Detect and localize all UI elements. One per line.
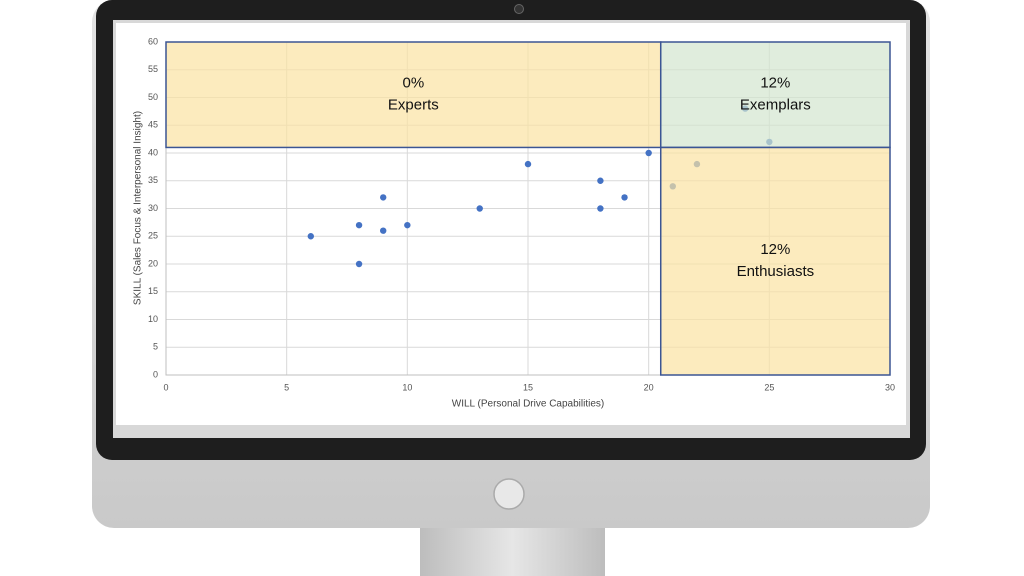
y-tick-label: 0 [153, 369, 158, 379]
data-point [380, 194, 387, 201]
quadrant [659, 146, 891, 376]
data-point [621, 194, 628, 201]
quadrant-share: 12% [760, 75, 790, 92]
y-axis-title: SKILL (Sales Focus & Interpersonal Insig… [133, 111, 144, 305]
x-tick-label: 25 [764, 382, 774, 392]
y-tick-label: 25 [148, 231, 158, 241]
quadrant-share: 0% [403, 75, 425, 92]
x-tick-label: 15 [523, 382, 533, 392]
monitor-stand [420, 520, 605, 576]
chart: WILL (Personal Drive Capabilities) SKILL… [133, 36, 895, 409]
y-tick-label: 50 [148, 92, 158, 102]
x-tick-label: 5 [284, 382, 289, 392]
x-tick-label: 0 [163, 382, 168, 392]
power-button [493, 478, 525, 510]
y-tick-label: 5 [153, 342, 158, 352]
data-point [380, 227, 387, 234]
data-point [404, 221, 411, 229]
y-tick-label: 45 [148, 120, 158, 130]
data-point [307, 233, 314, 240]
data-point [597, 205, 604, 212]
quadrant-share: 12% [760, 241, 790, 258]
x-tick-label: 10 [402, 382, 412, 392]
x-tick-label: 20 [644, 382, 654, 392]
quadrant-name: Enthusiasts [737, 263, 815, 280]
data-point [597, 177, 604, 184]
y-tick-label: 20 [148, 258, 158, 268]
data-point [476, 205, 483, 212]
y-tick-label: 40 [148, 147, 158, 157]
data-point [524, 160, 532, 168]
y-tick-label: 30 [148, 203, 158, 213]
x-axis-title: WILL (Personal Drive Capabilities) [452, 399, 604, 410]
camera [514, 4, 524, 14]
data-point [355, 260, 363, 268]
y-tick-label: 60 [148, 36, 158, 46]
y-tick-label: 35 [148, 175, 158, 185]
x-tick-label: 30 [885, 382, 895, 392]
quadrant [165, 41, 662, 149]
quadrant-name: Exemplars [740, 97, 811, 114]
data-point [355, 221, 363, 229]
y-tick-label: 10 [148, 314, 158, 324]
quadrant [659, 41, 891, 149]
y-tick-label: 55 [148, 64, 158, 74]
data-point [645, 149, 652, 157]
quadrant-name: Experts [388, 97, 439, 114]
y-tick-label: 15 [148, 286, 158, 296]
